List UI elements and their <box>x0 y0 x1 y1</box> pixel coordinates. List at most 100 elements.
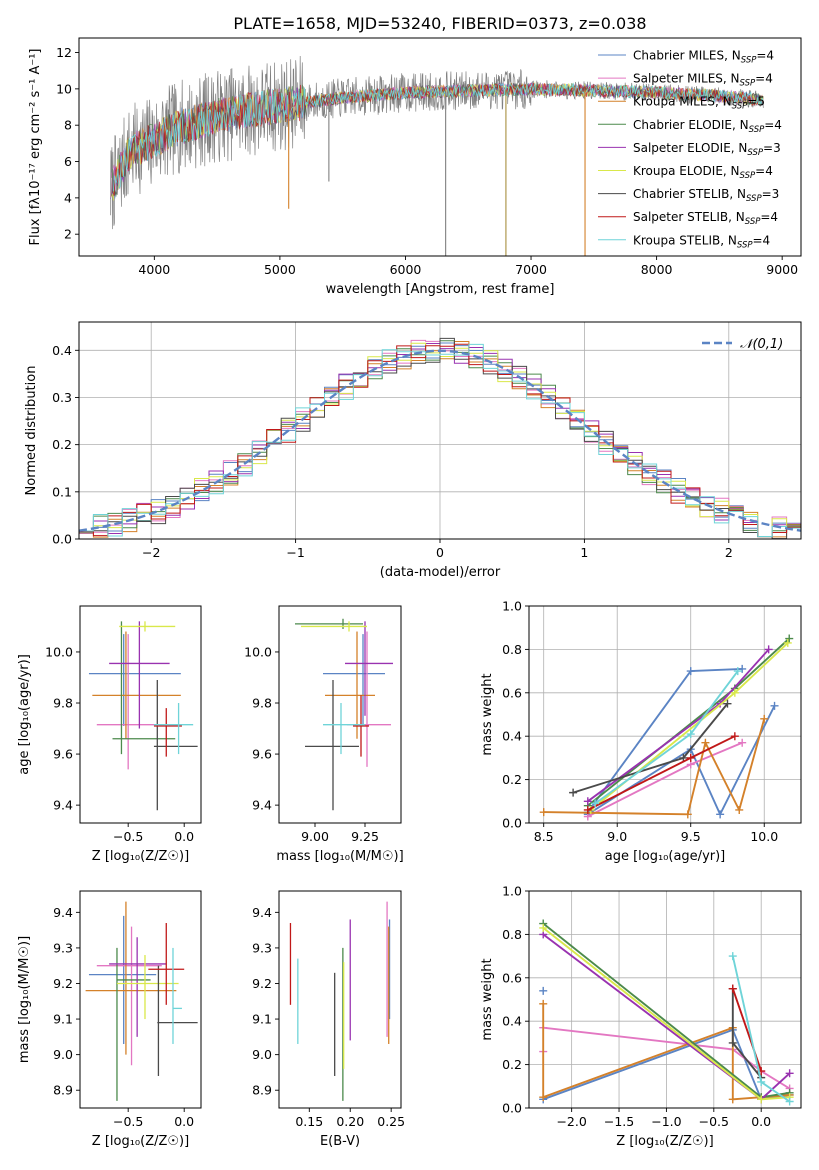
mass-weight-marker <box>730 732 739 741</box>
mass-weight-marker <box>539 808 548 817</box>
mass-weight-marker <box>539 986 548 995</box>
age_vs_mass-y-tick-label: 10.0 <box>244 644 272 659</box>
mass-weight-marker <box>757 1095 766 1104</box>
massweight_vs_Z-frame-group: −2.0 −1.5 −1.0 −0.5 0.0 0.0 0.2 0.4 0.6 0.8 1.0 Z [… <box>480 884 802 1149</box>
residual_hist-x-tick-label: 2 <box>725 545 733 560</box>
massweight_vs_Z-plot-area <box>539 919 794 1106</box>
spectrum-y-axis-label: Flux [fλ10⁻¹⁷ erg cm⁻² s⁻¹ A⁻¹] <box>28 49 43 246</box>
massweight_vs_age-y-tick-label: 0.8 <box>502 642 522 657</box>
residual_hist-y-axis-label: Normed distribution <box>24 366 39 496</box>
legend-entry: Chabrier STELIB, NSSP=3 <box>633 187 779 204</box>
mass-weight-marker <box>735 805 744 814</box>
mass_vs_Z-x-axis-label: Z [log₁₀(Z/Z☉)] <box>92 1134 189 1149</box>
chart-layer: Chabrier MILES, NSSP=4 Salpeter MILES, NS… <box>17 37 802 1149</box>
legend-entry: Salpeter MILES, NSSP=4 <box>633 72 773 89</box>
normal-legend-label: 𝒩(0,1) <box>740 337 783 352</box>
age_vs_mass-x-tick-label: 9.00 <box>301 829 329 844</box>
mass-weight-marker <box>728 1038 737 1047</box>
mass_vs_EBV-y-tick-label: 9.3 <box>252 940 272 955</box>
residual_hist-y-tick-label: 0.0 <box>52 532 72 547</box>
age_vs_Z-y-axis-label: age [log₁₀(age/yr)] <box>17 654 32 775</box>
age_vs_Z-y-tick-label: 9.6 <box>53 747 73 762</box>
massweight_vs_Z-y-tick-label: 0.6 <box>502 970 522 985</box>
mass_vs_EBV-y-tick-label: 8.9 <box>252 1083 272 1098</box>
spectrum-x-tick-label: 8000 <box>641 262 673 277</box>
legend-entry: Kroupa MILES, NSSP=5 <box>633 95 765 112</box>
massweight_vs_age-frame <box>528 605 802 824</box>
mass_vs_Z-y-tick-label: 9.3 <box>53 940 73 955</box>
mass-weight-line <box>587 705 776 817</box>
residual_hist-frame-group: −2 −1 0 1 2 0.0 0.1 0.2 0.3 0.4 (data-model)/error… <box>24 321 802 580</box>
spectrum-y-tick-label: 10 <box>56 81 72 96</box>
mass_vs_EBV-plot-area <box>289 901 391 1101</box>
legend-entry: Kroupa STELIB, NSSP=4 <box>633 233 770 250</box>
massweight_vs_Z-y-tick-label: 0.4 <box>502 1014 522 1029</box>
mass-weight-marker <box>733 667 742 676</box>
massweight_vs_Z-y-tick-label: 0.8 <box>502 927 522 942</box>
histogram-series <box>79 343 801 537</box>
massweight_vs_age-y-tick-label: 0.6 <box>502 685 522 700</box>
age_vs_Z-plot-area <box>88 621 198 811</box>
mass_vs_EBV-x-tick-label: 0.25 <box>377 1114 405 1129</box>
histogram-series <box>79 343 801 537</box>
mass_vs_EBV-y-tick-label: 9.4 <box>252 905 272 920</box>
massweight_vs_Z-x-tick-label: −0.5 <box>699 1114 729 1129</box>
massweight_vs_Z-y-tick-label: 1.0 <box>502 884 522 899</box>
massweight_vs_Z-y-axis-label: mass weight <box>480 958 495 1040</box>
mass-weight-marker <box>583 805 592 814</box>
mass-weight-marker <box>539 923 548 932</box>
mass-weight-marker <box>723 699 732 708</box>
age_vs_Z-x-tick-label: −0.5 <box>113 829 143 844</box>
age_vs_mass-x-tick-label: 9.25 <box>351 829 379 844</box>
spectrum-x-tick-label: 5000 <box>264 262 296 277</box>
age_vs_Z-y-tick-label: 10.0 <box>45 644 73 659</box>
age_vs_Z-y-tick-label: 9.8 <box>53 696 73 711</box>
massweight_vs_Z-x-axis-label: Z [log₁₀(Z/Z☉)] <box>616 1134 713 1149</box>
massweight_vs_Z-frame <box>528 890 802 1109</box>
mass_vs_Z-y-tick-label: 9.2 <box>53 976 73 991</box>
mass_vs_Z-x-tick-label: −0.5 <box>113 1114 143 1129</box>
legend-entry: Salpeter ELODIE, NSSP=3 <box>633 141 781 158</box>
residual_hist-y-tick-label: 0.4 <box>52 343 72 358</box>
age_vs_mass-y-tick-label: 9.8 <box>252 696 272 711</box>
mass-weight-line <box>542 1028 790 1101</box>
residual_hist-plot-area <box>79 337 801 539</box>
spectrum-x-axis-label: wavelength [Angstrom, rest frame] <box>326 282 555 297</box>
legend-entry: Chabrier ELODIE, NSSP=4 <box>633 118 782 135</box>
spectrum-x-tick-label: 6000 <box>390 262 422 277</box>
age_vs_Z-frame <box>79 605 202 824</box>
mass-weight-marker <box>701 738 710 747</box>
age_vs_Z-x-axis-label: Z [log₁₀(Z/Z☉)] <box>92 849 189 864</box>
mass-weight-marker <box>686 753 695 762</box>
figure-title: PLATE=1658, MJD=53240, FIBERID=0373, z=0… <box>233 14 646 33</box>
mass_vs_EBV-y-tick-label: 9.0 <box>252 1047 272 1062</box>
spectrum-y-tick-label: 8 <box>64 118 72 133</box>
spectrum-y-tick-label: 6 <box>64 154 72 169</box>
mass-weight-marker <box>764 645 773 654</box>
mass-weight-marker <box>728 952 737 961</box>
massweight_vs_age-y-axis-label: mass weight <box>480 673 495 755</box>
mass-weight-marker <box>683 810 692 819</box>
residual_hist-x-tick-label: 1 <box>580 545 588 560</box>
spectrum-plot-area <box>110 55 764 256</box>
spectrum-legend: Chabrier MILES, NSSP=4 Salpeter MILES, NS… <box>598 49 782 250</box>
massweight_vs_Z-y-tick-label: 0.2 <box>502 1057 522 1072</box>
residual_hist-y-tick-label: 0.1 <box>52 484 72 499</box>
spectrum-data-line <box>110 55 764 230</box>
mass_vs_Z-y-axis-label: mass [log₁₀(M/M☉)] <box>17 936 32 1063</box>
residual_hist-x-tick-label: 0 <box>436 545 444 560</box>
spectrum-y-tick-label: 4 <box>64 190 72 205</box>
mass-weight-marker <box>785 1069 794 1078</box>
mass-weight-marker <box>539 1093 548 1102</box>
massweight_vs_Z-y-tick-label: 0.0 <box>502 1101 522 1116</box>
legend-entry: Chabrier MILES, NSSP=4 <box>633 49 774 66</box>
massweight_vs_age-x-tick-label: 9.5 <box>681 829 701 844</box>
normal-curve <box>79 349 801 532</box>
spectrum-frame-group: 4000 5000 6000 7000 8000 9000 2 4 6 8 10 12 waveleng… <box>28 37 802 297</box>
massweight_vs_age-frame-group: 8.5 9.0 9.5 10.0 0.0 0.2 0.4 0.6 0.8 1.0 age [log₁… <box>480 599 802 864</box>
mass-weight-marker <box>757 1077 766 1086</box>
mass-weight-marker <box>785 634 794 643</box>
legend-entry: Salpeter STELIB, NSSP=4 <box>633 210 778 227</box>
massweight_vs_Z-x-tick-label: 0.0 <box>751 1114 771 1129</box>
